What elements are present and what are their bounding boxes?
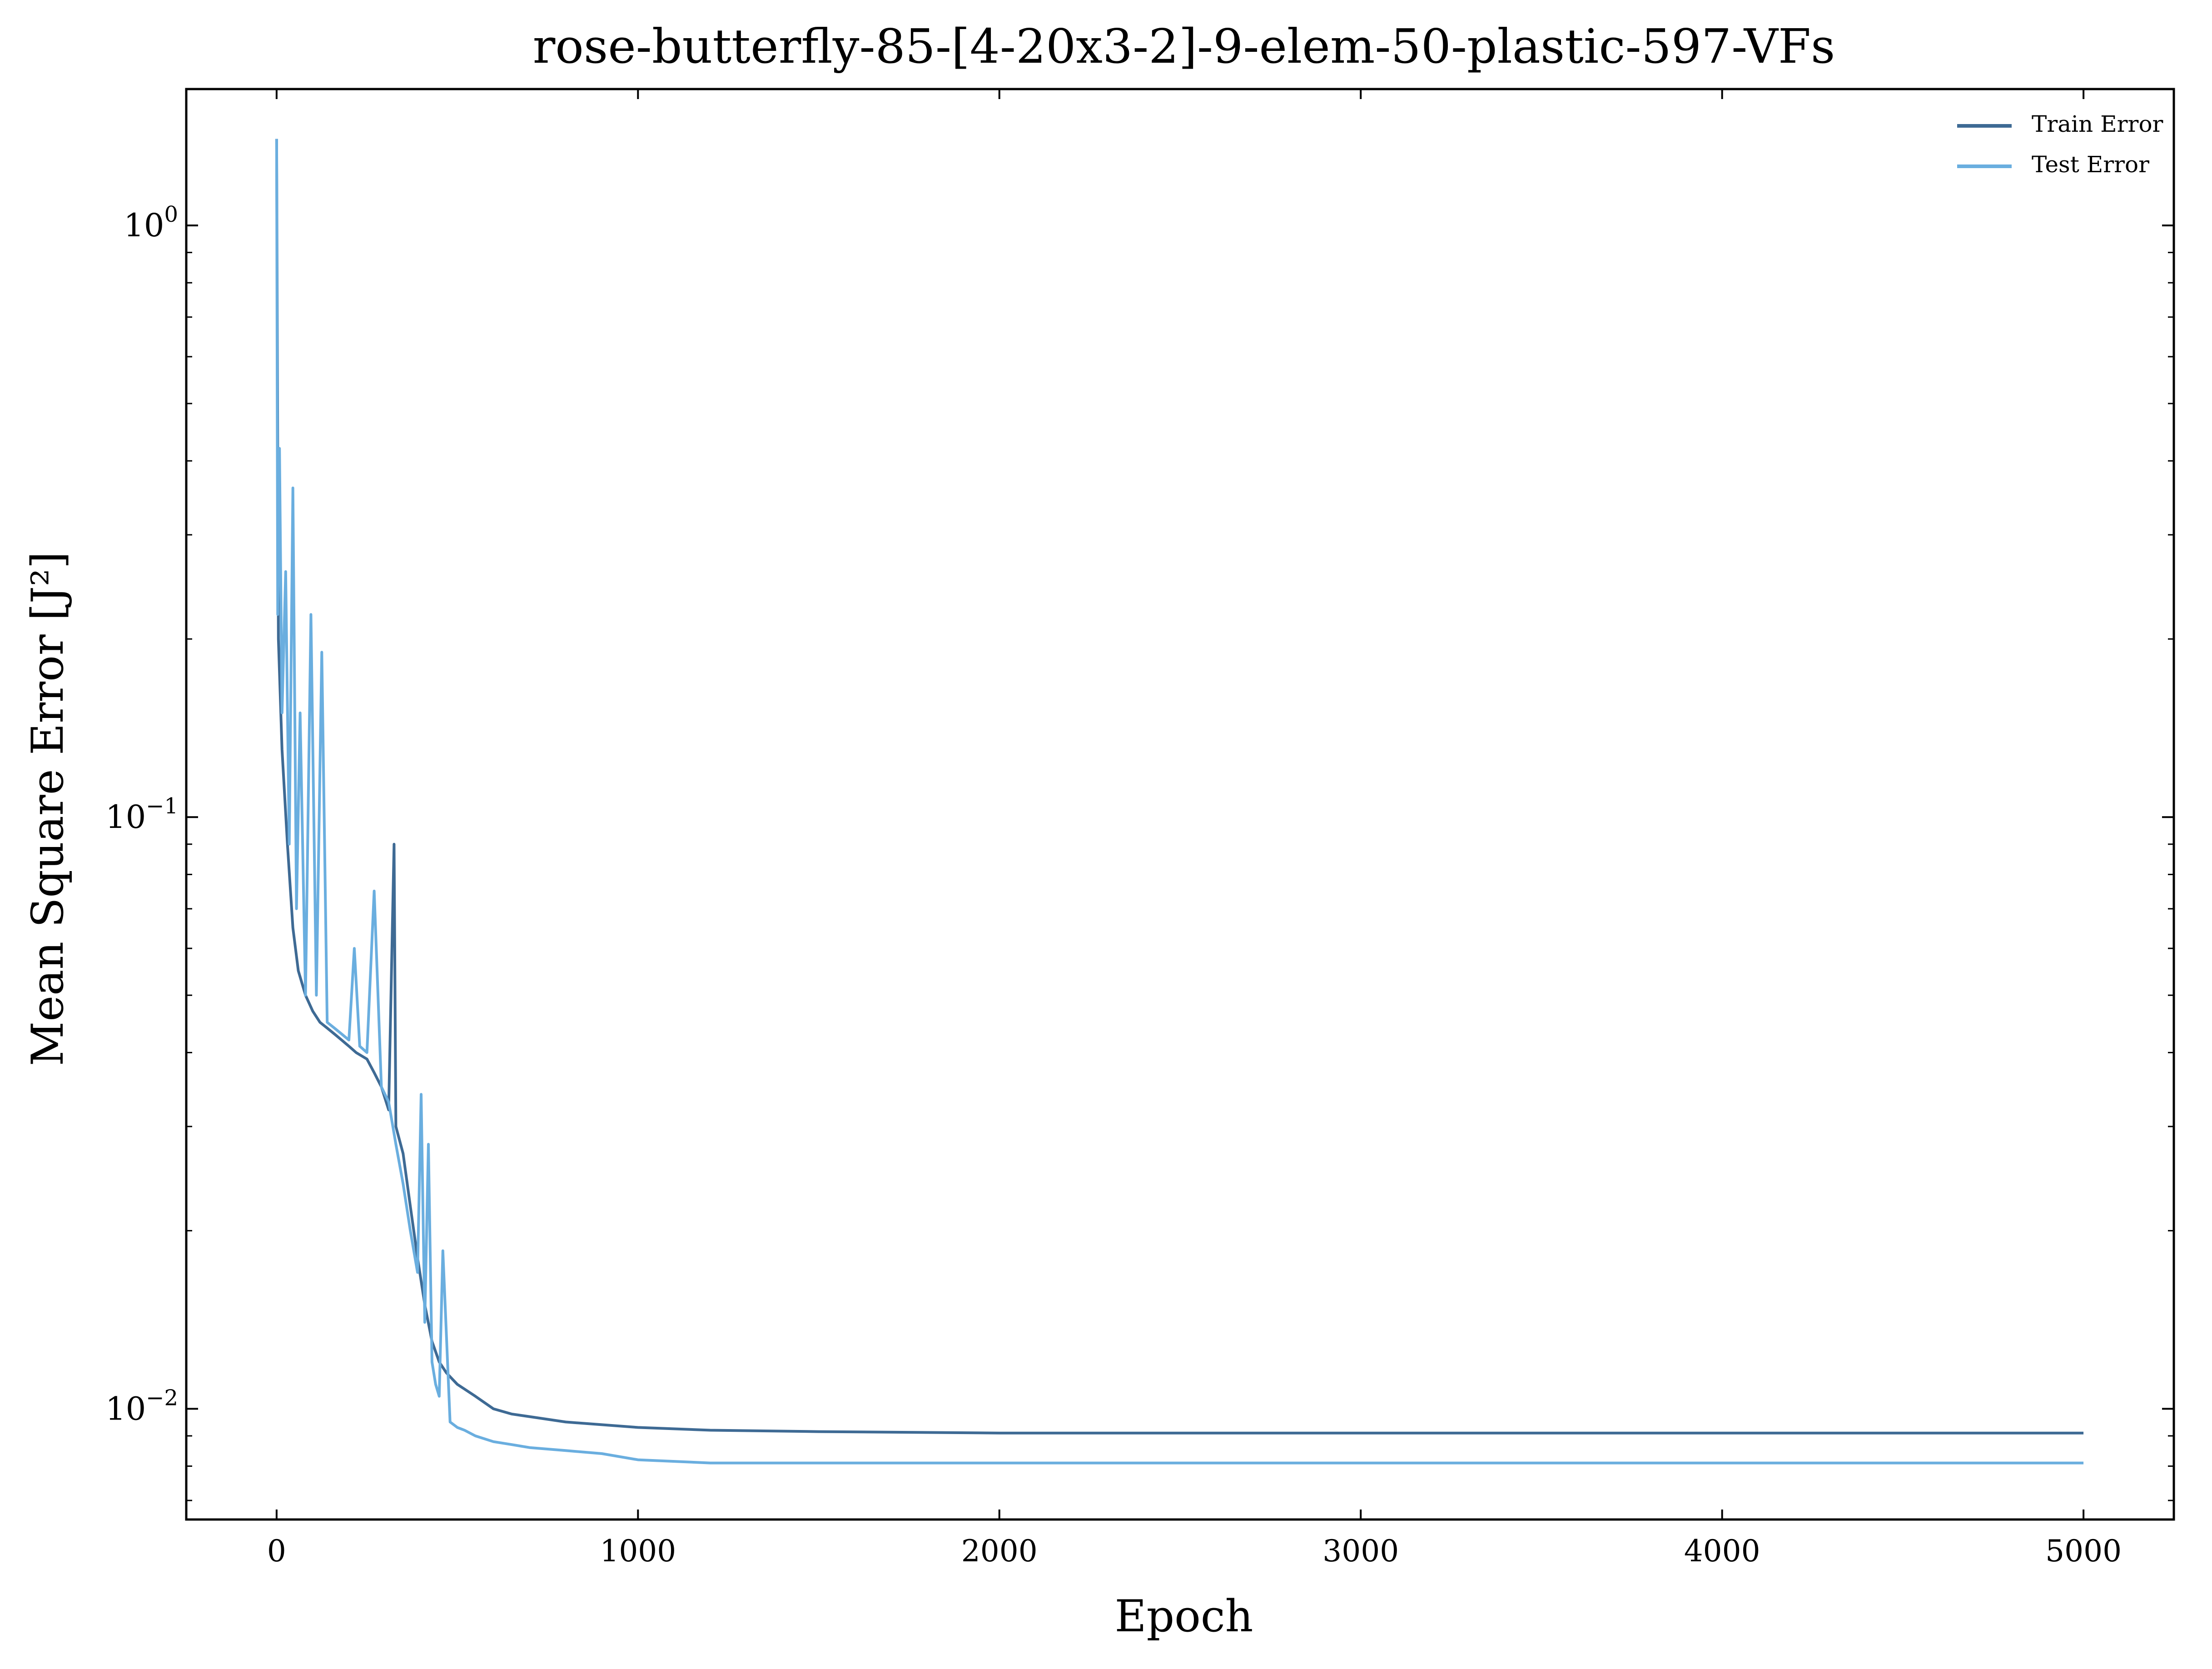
x-tick-label: 5000: [2045, 1534, 2122, 1569]
series-line-train-error: [275, 139, 2084, 1435]
x-tick-label: 4000: [1684, 1534, 1760, 1569]
y-axis-ticks: 100 10−1 10−2: [105, 202, 2174, 1501]
y-axis-label: Mean Square Error [J²]: [22, 552, 73, 1066]
y-tick-label: 100: [124, 202, 178, 244]
chart-title: rose-butterfly-85-[4-20x3-2]-9-elem-50-p…: [533, 19, 1835, 74]
y-tick-label: 10−1: [105, 793, 178, 836]
x-tick-label: 2000: [961, 1534, 1038, 1569]
series-layer: [275, 139, 2084, 1465]
legend-label-test-error: Test Error: [2032, 151, 2149, 178]
x-tick-label: 0: [267, 1534, 286, 1569]
plot-frame: [185, 88, 2175, 1521]
x-tick-label: 3000: [1322, 1534, 1399, 1569]
x-axis-ticks: 0 1000 2000 3000 4000 5000: [267, 89, 2122, 1569]
legend-label-train-error: Train Error: [2032, 111, 2163, 137]
legend: Train Error Test Error: [1957, 111, 2163, 178]
plot-area: 0 1000 2000 3000 4000 5000 100 10−1 10−2: [105, 88, 2175, 1569]
x-axis-label: Epoch: [1115, 1591, 1253, 1642]
x-tick-label: 1000: [600, 1534, 676, 1569]
y-tick-label: 10−2: [105, 1385, 178, 1427]
series-line-test-error: [275, 139, 2084, 1465]
